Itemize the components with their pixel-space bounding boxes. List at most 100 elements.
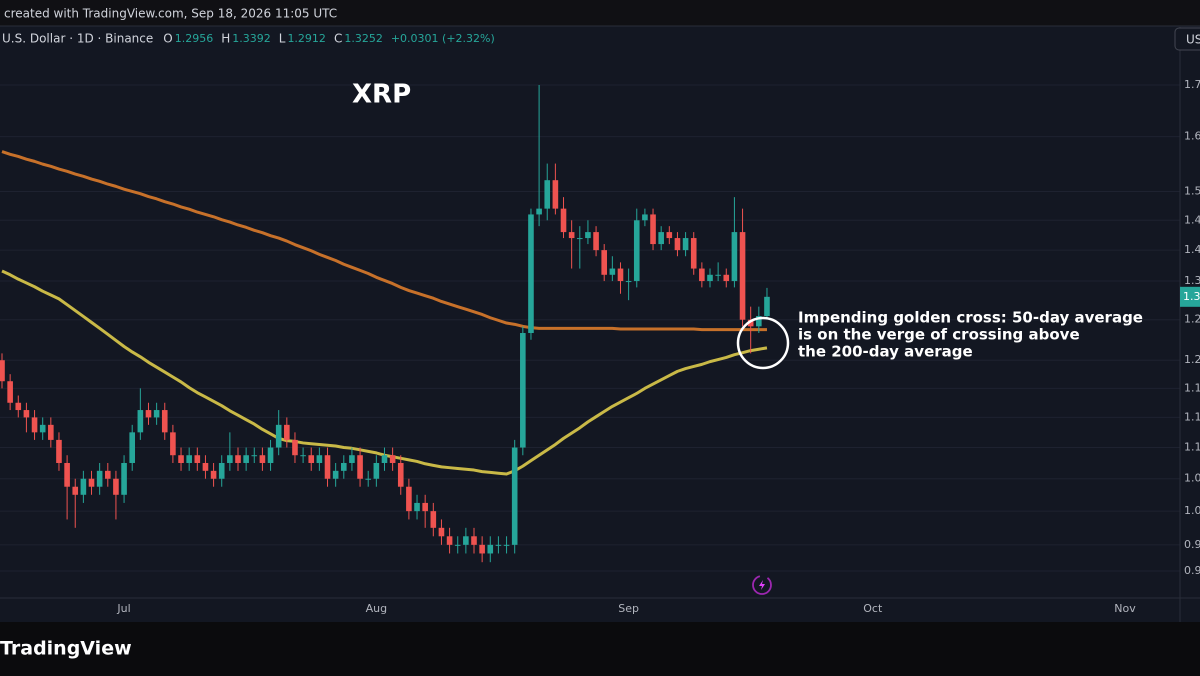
candle-body bbox=[690, 238, 697, 269]
candle-body bbox=[397, 462, 404, 487]
candle-body bbox=[243, 455, 249, 463]
y-tick-label: 1.29 bbox=[1184, 313, 1200, 326]
ohlc-value: 1.3252 bbox=[344, 32, 383, 45]
y-tick-label: 0.96 bbox=[1184, 564, 1200, 577]
x-tick-label: Jul bbox=[116, 602, 130, 615]
candle-body bbox=[88, 478, 95, 487]
annotation-text: is on the verge of crossing above bbox=[798, 326, 1080, 344]
candle-body bbox=[576, 238, 583, 240]
candle-body bbox=[170, 432, 176, 456]
candle-body bbox=[544, 180, 551, 209]
last-price-label bbox=[1180, 286, 1200, 307]
candle-body bbox=[739, 232, 746, 320]
y-tick-label: 1.35 bbox=[1184, 274, 1200, 287]
candle-body bbox=[113, 478, 119, 495]
x-tick-label: Nov bbox=[1114, 602, 1136, 615]
candle-body bbox=[723, 274, 730, 282]
candle-body bbox=[560, 208, 567, 233]
y-tick-label: 1.40 bbox=[1184, 243, 1200, 256]
candle-body bbox=[104, 470, 111, 479]
candle-body bbox=[536, 208, 542, 215]
ohlc-value: 1.3392 bbox=[232, 32, 271, 45]
replay-icon-ring[interactable] bbox=[752, 575, 772, 595]
candle-body bbox=[446, 536, 453, 545]
y-tick-label: 1.19 bbox=[1184, 381, 1200, 394]
candle-body bbox=[251, 455, 258, 457]
candle-body bbox=[259, 455, 266, 463]
currency-button[interactable] bbox=[1174, 27, 1200, 51]
candle-body bbox=[503, 544, 510, 546]
candle-body bbox=[699, 268, 705, 282]
top-bar bbox=[0, 0, 1200, 26]
moving-average-line bbox=[1, 150, 767, 332]
candle-body bbox=[764, 296, 770, 317]
candle-body bbox=[756, 316, 762, 327]
annotation-text: Impending golden cross: 50-day average bbox=[798, 309, 1143, 327]
candle-body bbox=[422, 502, 428, 512]
candle-body bbox=[96, 470, 103, 487]
y-tick-label: 1.15 bbox=[1184, 410, 1200, 423]
candle-body bbox=[585, 232, 591, 239]
candle-body bbox=[137, 410, 144, 433]
candle-body bbox=[715, 274, 721, 276]
candle-body bbox=[227, 455, 233, 463]
candle-body bbox=[121, 462, 127, 495]
ohlc-label: H bbox=[221, 32, 230, 46]
candle-body bbox=[487, 544, 494, 554]
y-tick-label: 0.99 bbox=[1184, 538, 1200, 551]
candle-body bbox=[454, 544, 461, 546]
x-tick-label: Aug bbox=[366, 602, 387, 615]
candle-body bbox=[511, 447, 518, 545]
candle-body bbox=[202, 462, 209, 471]
annotation-circle bbox=[736, 316, 790, 370]
replay-icon-bolt[interactable] bbox=[759, 580, 765, 590]
symbol-info: U.S. Dollar · 1D · Binance bbox=[2, 32, 153, 46]
candle-body bbox=[707, 274, 713, 282]
ohlc-label: O bbox=[163, 32, 172, 46]
candle-body bbox=[357, 455, 363, 479]
candle-body bbox=[601, 250, 608, 275]
candle-body bbox=[64, 462, 70, 487]
replay-icon[interactable] bbox=[752, 575, 772, 595]
chart-title: XRP bbox=[352, 80, 411, 110]
candle-body bbox=[218, 462, 225, 479]
candle-body bbox=[0, 360, 5, 382]
candle-body bbox=[235, 455, 241, 463]
candle-body bbox=[731, 232, 738, 282]
candle-body bbox=[617, 268, 624, 282]
candle-body bbox=[373, 462, 380, 479]
candle-body bbox=[210, 470, 217, 479]
candle-body bbox=[7, 381, 13, 403]
candle-body bbox=[72, 486, 79, 495]
candle-body bbox=[80, 478, 87, 495]
header-text: created with TradingView.com, Sep 18, 20… bbox=[4, 7, 337, 21]
y-tick-label: 1.45 bbox=[1184, 213, 1200, 226]
y-tick-label: 1.60 bbox=[1184, 130, 1200, 143]
candle-body bbox=[15, 402, 22, 411]
candle-body bbox=[284, 424, 290, 440]
candle-body bbox=[438, 527, 445, 537]
candle-body bbox=[300, 455, 306, 457]
candle-body bbox=[324, 455, 331, 479]
candle-body bbox=[153, 410, 160, 418]
candle-body bbox=[633, 220, 640, 282]
candle-body bbox=[275, 424, 282, 448]
y-tick-label: 1.23 bbox=[1184, 353, 1200, 366]
currency-button-label[interactable]: US bbox=[1186, 33, 1200, 47]
candle-body bbox=[609, 268, 616, 275]
candle-body bbox=[178, 455, 184, 463]
y-tick-label: 1.07 bbox=[1184, 472, 1200, 485]
ohlc-label: L bbox=[279, 32, 286, 46]
candle-body bbox=[682, 238, 689, 251]
candle-body bbox=[430, 511, 437, 528]
candle-body bbox=[471, 536, 477, 545]
candle-body bbox=[593, 232, 599, 251]
candle-body bbox=[650, 214, 656, 245]
candle-body bbox=[406, 486, 412, 512]
candle-body bbox=[31, 417, 38, 433]
candle-body bbox=[316, 455, 323, 463]
change-value: +0.0301 (+2.32%) bbox=[391, 32, 495, 45]
y-tick-label: 1.11 bbox=[1184, 441, 1200, 454]
